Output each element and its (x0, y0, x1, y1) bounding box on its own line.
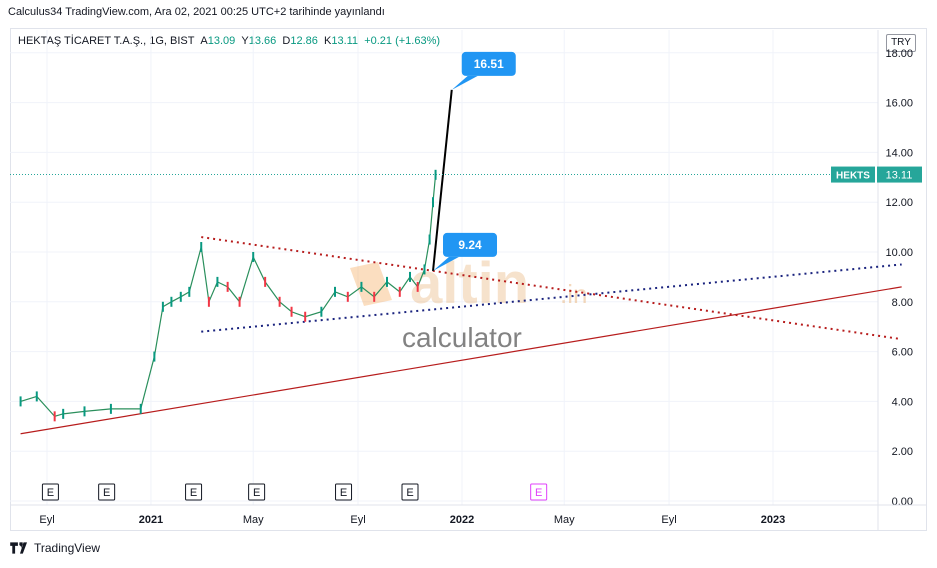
y-tick-label: 4.00 (892, 396, 913, 408)
earnings-label: E (190, 487, 197, 499)
published-info: Calculus34 TradingView.com, Ara 02, 2021… (8, 6, 385, 18)
high-label: Y (241, 35, 249, 47)
price-callout-pointer (451, 75, 478, 90)
y-tick-label: 8.00 (892, 297, 913, 309)
y-tick-label: 2.00 (892, 446, 913, 458)
chart-frame (10, 28, 927, 531)
x-tick-label: Eyl (661, 514, 676, 526)
symbol-name[interactable]: HEKTAŞ TİCARET T.A.Ş., 1G, BIST (18, 35, 195, 47)
earnings-marker (335, 483, 353, 501)
earnings-label: E (103, 487, 110, 499)
footer: TradingView (10, 541, 100, 555)
earnings-marker (41, 483, 59, 501)
x-tick-label: May (554, 514, 575, 526)
currency-button[interactable]: TRY (886, 34, 916, 52)
earnings-marker (248, 483, 266, 501)
earnings-label: E (47, 487, 54, 499)
watermark-logo-icon (350, 262, 392, 306)
symbol-legend: HEKTAŞ TİCARET T.A.Ş., 1G, BIST A13.09 Y… (18, 35, 440, 47)
y-tick-label: 12.00 (885, 197, 913, 209)
x-tick-label: 2021 (139, 514, 163, 526)
earnings-label: E (535, 487, 542, 499)
x-tick-label: Eyl (39, 514, 54, 526)
x-tick-label: Eyl (350, 514, 365, 526)
close-value: 13.11 (331, 35, 359, 47)
ticker-tag (831, 166, 875, 183)
earnings-label: E (340, 487, 347, 499)
price-callout (443, 232, 498, 257)
watermark-suffix: .in (560, 279, 587, 309)
earnings-label: E (253, 487, 260, 499)
watermark-sub: calculator (402, 322, 522, 353)
y-tick-label: 14.00 (885, 147, 913, 159)
low-label: D (282, 35, 291, 47)
x-tick-label: 2022 (450, 514, 474, 526)
tradingview-logo-icon[interactable] (10, 541, 30, 555)
low-value: 12.86 (290, 35, 318, 47)
price-callout-pointer (433, 256, 460, 271)
price-callout (461, 51, 516, 76)
high-value: 13.66 (248, 35, 277, 47)
watermark-main: altin (410, 251, 529, 316)
earnings-marker (98, 483, 116, 501)
trendline-3 (432, 89, 453, 272)
earnings-marker (530, 483, 548, 501)
earnings-label: E (406, 487, 413, 499)
y-tick-label: 0.00 (892, 496, 913, 508)
trendline-1 (201, 236, 902, 341)
x-tick-label: May (243, 514, 264, 526)
open-label: A (200, 35, 208, 47)
footer-brand[interactable]: TradingView (34, 541, 101, 555)
price-callout-label: 9.24 (458, 238, 482, 252)
trendline-0 (20, 286, 902, 435)
trendline-2 (201, 263, 902, 333)
last-price-tag (877, 166, 922, 183)
x-tick-label: 2023 (761, 514, 785, 526)
open-value: 13.09 (207, 35, 236, 47)
price-callout-label: 16.51 (474, 57, 504, 71)
ticker-tag-label: HEKTS (836, 171, 870, 182)
earnings-marker (185, 483, 203, 501)
change-value: +0.21 (+1.63%) (364, 35, 441, 47)
y-tick-label: 18.00 (885, 48, 913, 60)
y-tick-label: 16.00 (885, 98, 913, 110)
close-label: K (324, 35, 332, 47)
last-price-label: 13.11 (886, 170, 913, 182)
y-tick-label: 10.00 (885, 247, 913, 259)
y-tick-label: 6.00 (892, 347, 913, 359)
earnings-marker (401, 483, 419, 501)
